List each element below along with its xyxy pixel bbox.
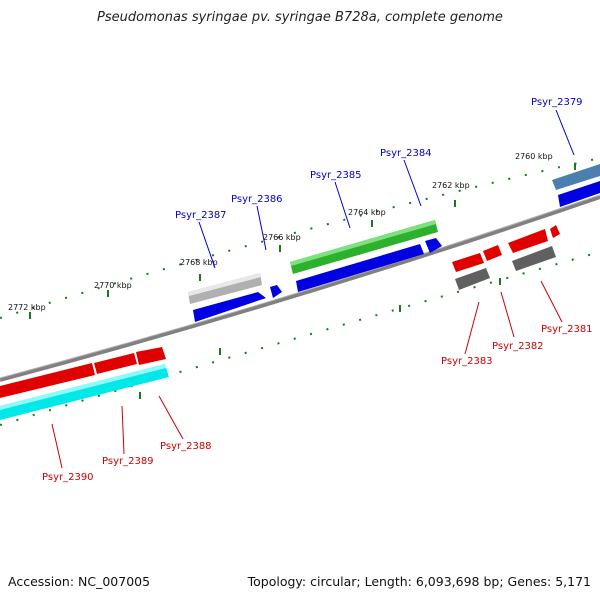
inner-tick-ring [0, 251, 600, 426]
gene-bar-psyr-2385-highlight [290, 220, 436, 266]
gene-bar-psyr-2387-cds[interactable] [193, 292, 266, 322]
gene-bar-psyr-2385-cds[interactable] [296, 244, 424, 292]
gene-label-psyr-2387: Psyr_2387 [175, 210, 227, 221]
gene-bar-psyr-2388[interactable] [136, 347, 166, 365]
gene-bar-psyr-2381-b[interactable] [550, 225, 560, 238]
leader-line-psyr-2379 [555, 109, 575, 156]
gene-label-psyr-2386: Psyr_2386 [231, 194, 283, 205]
genome-backbone [0, 195, 600, 382]
leader-line-psyr-2388 [158, 395, 184, 440]
leader-line-psyr-2385 [334, 181, 351, 229]
leader-line-psyr-2383 [464, 301, 480, 355]
accession-text: Accession: NC_007005 [8, 574, 151, 589]
gene-label-psyr-2385: Psyr_2385 [310, 170, 362, 181]
gene-bar-psyr-2389[interactable] [94, 353, 137, 374]
forward-strand-features [188, 164, 600, 322]
gene-bar-psyr-2390-cds[interactable] [0, 364, 169, 420]
leader-line-psyr-2389 [121, 405, 125, 455]
gene-bar-psyr-2379-cds[interactable] [558, 181, 600, 207]
gene-bar-psyr-2384-cds[interactable] [425, 238, 442, 253]
gene-bar-psyr-2383[interactable] [452, 253, 484, 272]
gene-bar-psyr-2382-cds[interactable] [512, 246, 556, 271]
gene-label-psyr-2383: Psyr_2383 [441, 356, 493, 367]
gene-bar-psyr-2382[interactable] [483, 245, 502, 261]
leader-line-psyr-2390 [51, 423, 63, 469]
gene-bar-psyr-2390-cds-highlight [0, 364, 166, 410]
reverse-strand-features [0, 225, 560, 420]
tick-label-2760: 2760 kbp [515, 152, 553, 161]
tick-label-2768: 2768 kbp [180, 258, 218, 267]
gene-bar-psyr-2379[interactable] [552, 164, 600, 190]
gene-label-psyr-2389: Psyr_2389 [102, 456, 154, 467]
tick-label-2764: 2764 kbp [348, 208, 386, 217]
tick-label-2772: 2772 kbp [8, 303, 46, 312]
leader-line-psyr-2382 [500, 291, 515, 338]
forward-leader-lines [198, 109, 575, 269]
leader-line-psyr-2381 [540, 280, 563, 323]
leader-line-psyr-2387 [198, 221, 216, 269]
genome-backbone-highlight [0, 194, 600, 379]
gene-bar-psyr-2387-highlight [188, 273, 261, 296]
tick-label-2762: 2762 kbp [432, 181, 470, 190]
leader-line-psyr-2386 [256, 205, 267, 251]
gene-bar-psyr-2383-cds[interactable] [455, 268, 490, 290]
gene-label-psyr-2384: Psyr_2384 [380, 148, 432, 159]
major-tick-marks [29, 163, 576, 399]
gene-label-psyr-2390: Psyr_2390 [42, 472, 94, 483]
tick-label-2766: 2766 kbp [263, 233, 301, 242]
gene-label-psyr-2381: Psyr_2381 [541, 324, 593, 335]
gene-label-psyr-2379: Psyr_2379 [531, 97, 583, 108]
leader-line-psyr-2384 [403, 159, 422, 207]
gene-label-psyr-2382: Psyr_2382 [492, 341, 544, 352]
gene-bar-psyr-2381[interactable] [508, 229, 548, 253]
genome-summary-text: Topology: circular; Length: 6,093,698 bp… [247, 574, 591, 589]
gene-bar-psyr-2390[interactable] [0, 363, 95, 398]
map-title: Pseudomonas syringae pv. syringae B728a,… [97, 10, 503, 25]
reverse-leader-lines [51, 280, 563, 469]
tick-label-2770: 2770 kbp [94, 281, 132, 290]
gene-bar-psyr-2386-cds[interactable] [270, 285, 282, 298]
gene-label-psyr-2388: Psyr_2388 [160, 441, 212, 452]
